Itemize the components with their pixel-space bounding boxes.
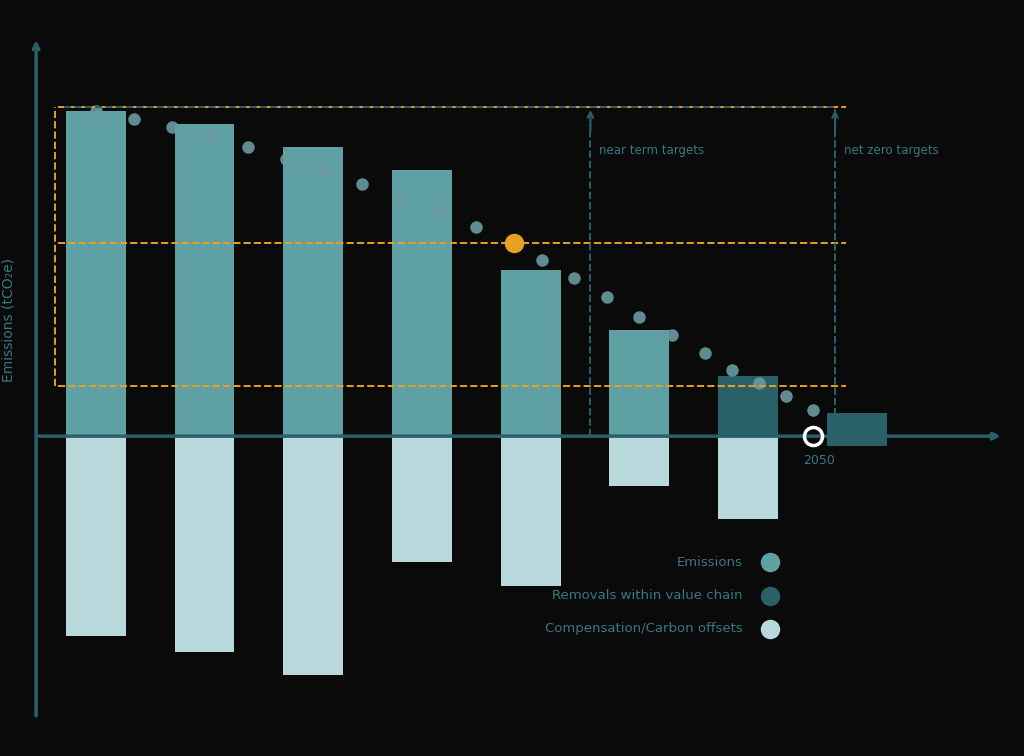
Bar [501, 436, 560, 586]
Bar [609, 330, 670, 436]
Text: Compensation/Carbon offsets: Compensation/Carbon offsets [545, 622, 742, 635]
Bar [66, 436, 126, 636]
Text: 2050: 2050 [803, 454, 835, 467]
Text: Emissions: Emissions [677, 556, 742, 569]
Bar [175, 436, 234, 652]
Bar [392, 436, 452, 562]
Text: Emissions (tCO₂e): Emissions (tCO₂e) [2, 258, 16, 382]
Bar [284, 147, 343, 436]
Text: near term targets: near term targets [599, 144, 705, 156]
Bar [175, 124, 234, 436]
Text: net zero targets: net zero targets [844, 144, 938, 156]
Bar [827, 413, 887, 436]
Bar [609, 436, 670, 486]
Bar [718, 376, 778, 436]
Text: Removals within value chain: Removals within value chain [552, 589, 742, 603]
Bar [501, 270, 560, 436]
Bar [718, 436, 778, 519]
Bar [284, 436, 343, 675]
Bar [66, 110, 126, 436]
Bar [392, 170, 452, 436]
Bar [827, 436, 887, 446]
